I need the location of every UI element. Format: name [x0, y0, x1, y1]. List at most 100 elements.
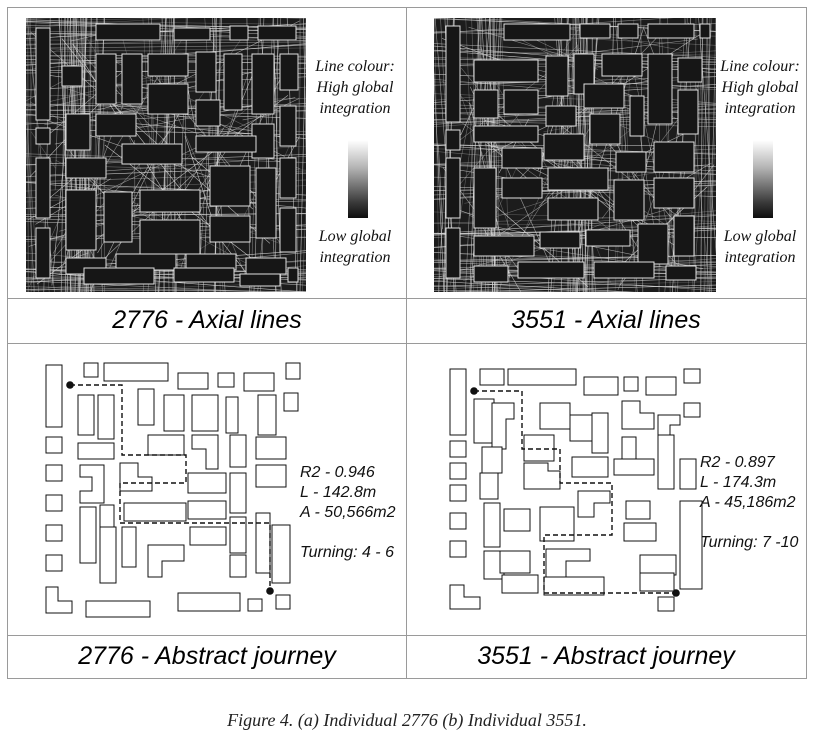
building-outline: [177, 592, 241, 612]
building-outline: [79, 464, 105, 504]
axial-line: [703, 18, 707, 292]
building-outline: [255, 436, 287, 460]
axial-line: [434, 30, 716, 46]
building-block: [629, 95, 645, 137]
building-outline: [45, 524, 63, 542]
gradient-scale-bar-icon: [348, 140, 368, 218]
building-outline: [623, 376, 639, 392]
legend-low-line: Low global: [318, 228, 392, 245]
axial-line: [434, 255, 716, 261]
legend-title-line: High global: [721, 79, 799, 96]
building-block: [61, 65, 83, 87]
building-block: [647, 53, 673, 125]
building-outline: [85, 600, 151, 618]
building-outline: [683, 402, 701, 418]
building-block: [445, 227, 461, 279]
axial-line: [54, 59, 60, 190]
building-block: [173, 267, 235, 283]
axial-line: [434, 210, 716, 237]
building-outline: [99, 526, 117, 584]
building-outline: [163, 394, 185, 432]
stat-r2: R2 - 0.897: [700, 454, 775, 471]
building-block: [543, 133, 585, 161]
building-outline: [483, 502, 501, 548]
building-outline: [577, 490, 611, 518]
building-block: [473, 59, 539, 83]
building-block: [473, 167, 497, 229]
axial-line: [51, 78, 72, 286]
building-block: [35, 127, 51, 145]
building-block: [473, 89, 499, 119]
building-block: [279, 157, 297, 199]
legend-low-2776: Low global integration: [304, 226, 406, 268]
building-block: [209, 165, 251, 207]
axial-line: [709, 18, 716, 292]
building-block: [647, 23, 695, 39]
building-outline: [539, 506, 575, 542]
building-outline: [625, 500, 651, 520]
journey-start-dot-icon: [66, 381, 74, 389]
journey-path: [70, 384, 271, 591]
building-outline: [45, 464, 63, 482]
building-block: [139, 189, 201, 213]
building-outline: [449, 462, 467, 480]
building-block: [501, 147, 543, 169]
building-outline: [571, 456, 609, 478]
building-outline: [679, 500, 703, 590]
journey-end-dot-icon: [266, 587, 274, 595]
building-block: [653, 177, 695, 209]
axial-line: [30, 18, 32, 292]
journey-stats-2776: R2 - 0.946 L - 142.8m A - 50,566m2 Turni…: [300, 463, 395, 563]
legend-low-line: integration: [319, 249, 391, 266]
building-block: [545, 105, 577, 127]
axial-line: [26, 18, 37, 171]
axial-line: [434, 285, 630, 292]
legend-title-line: integration: [319, 100, 391, 117]
building-outlines: [45, 362, 301, 618]
building-block: [517, 261, 585, 279]
building-block: [601, 53, 643, 77]
building-block: [617, 23, 639, 39]
legend-title-line: High global: [316, 79, 394, 96]
stat-length: L - 174.3m: [700, 474, 777, 491]
axial-line: [26, 131, 35, 292]
panel-axial-2776: [7, 7, 407, 299]
building-block: [677, 57, 703, 83]
building-outline: [45, 436, 63, 454]
building-outline: [275, 594, 291, 610]
building-outline: [285, 362, 301, 380]
journey-stats-3551: R2 - 0.897 L - 174.3m A - 45,186m2 Turni…: [700, 453, 798, 553]
building-block: [239, 273, 281, 287]
building-outline: [473, 398, 495, 444]
axial-map-2776: [26, 18, 306, 292]
building-block: [473, 265, 509, 283]
building-block: [209, 215, 251, 243]
building-outline: [657, 434, 675, 490]
building-block: [613, 179, 645, 221]
axial-line: [434, 67, 445, 292]
axial-line: [184, 135, 214, 222]
building-block: [545, 55, 569, 97]
legend-low-line: integration: [724, 249, 796, 266]
building-block: [95, 53, 117, 105]
building-outline: [503, 508, 531, 532]
building-outline: [45, 554, 63, 572]
axial-line: [708, 105, 716, 292]
axial-map-3551: [434, 18, 716, 292]
building-outline: [623, 522, 657, 542]
building-block: [279, 53, 299, 91]
axial-line: [48, 98, 84, 108]
figure-caption: Figure 4. (a) Individual 2776 (b) Indivi…: [227, 710, 587, 730]
building-block: [95, 113, 137, 137]
building-block: [673, 215, 695, 257]
building-block: [665, 265, 697, 281]
building-block: [445, 25, 461, 123]
building-block: [653, 141, 695, 173]
building-outline: [449, 368, 467, 436]
building-block: [473, 235, 535, 257]
building-outline: [45, 586, 73, 614]
building-block: [35, 27, 51, 121]
axial-line: [26, 271, 306, 292]
building-outline: [543, 576, 605, 596]
building-block: [83, 267, 155, 285]
